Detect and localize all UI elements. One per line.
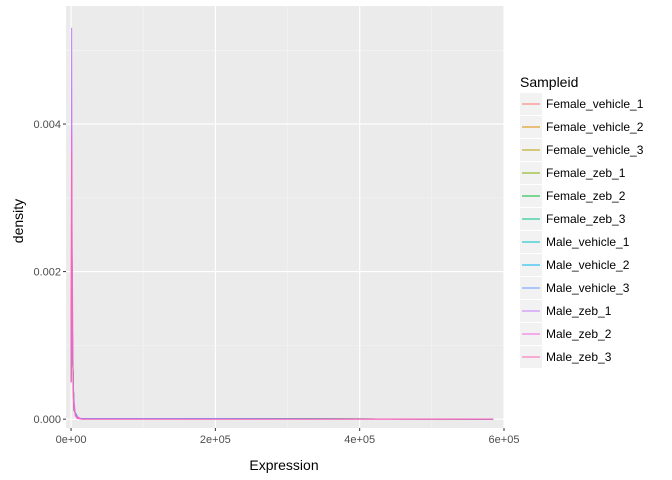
legend-items: Female_vehicle_1 Female_vehicle_2 Female_v… xyxy=(520,93,644,368)
legend-label: Male_zeb_3 xyxy=(546,350,612,364)
x-axis-title: Expression xyxy=(249,457,318,473)
y-tick-label: 0.000 xyxy=(33,414,61,426)
plot-panel xyxy=(66,6,504,428)
legend-label: Female_vehicle_3 xyxy=(546,143,644,157)
x-tick-label: 6e+05 xyxy=(489,434,520,446)
legend-label: Male_vehicle_2 xyxy=(546,258,630,272)
y-axis-title: density xyxy=(10,199,26,243)
legend-label: Female_zeb_2 xyxy=(546,189,626,203)
x-tick-label: 4e+05 xyxy=(344,434,375,446)
minor-gridlines xyxy=(66,6,504,428)
y-tick-label: 0.002 xyxy=(33,267,61,279)
legend-title: Sampleid xyxy=(520,74,578,90)
x-tick-label: 2e+05 xyxy=(200,434,231,446)
legend-label: Male_zeb_1 xyxy=(546,304,612,318)
legend: Sampleid Female_vehicle_1Female_vehicle_… xyxy=(520,74,644,368)
y-axis: 0.000 0.002 0.004 xyxy=(33,119,66,426)
legend-label: Female_zeb_3 xyxy=(546,212,626,226)
x-tick-label: 0e+00 xyxy=(56,434,87,446)
legend-label: Female_vehicle_1 xyxy=(546,97,644,111)
legend-label: Female_zeb_1 xyxy=(546,166,626,180)
series-line xyxy=(70,153,494,420)
legend-label: Male_vehicle_1 xyxy=(546,235,630,249)
legend-label: Female_vehicle_2 xyxy=(546,120,644,134)
x-axis: 0e+00 2e+05 4e+05 6e+05 xyxy=(56,428,520,446)
legend-label: Male_vehicle_3 xyxy=(546,281,630,295)
y-tick-label: 0.004 xyxy=(33,119,61,131)
legend-label: Male_zeb_2 xyxy=(546,327,612,341)
series-lines xyxy=(70,27,494,420)
